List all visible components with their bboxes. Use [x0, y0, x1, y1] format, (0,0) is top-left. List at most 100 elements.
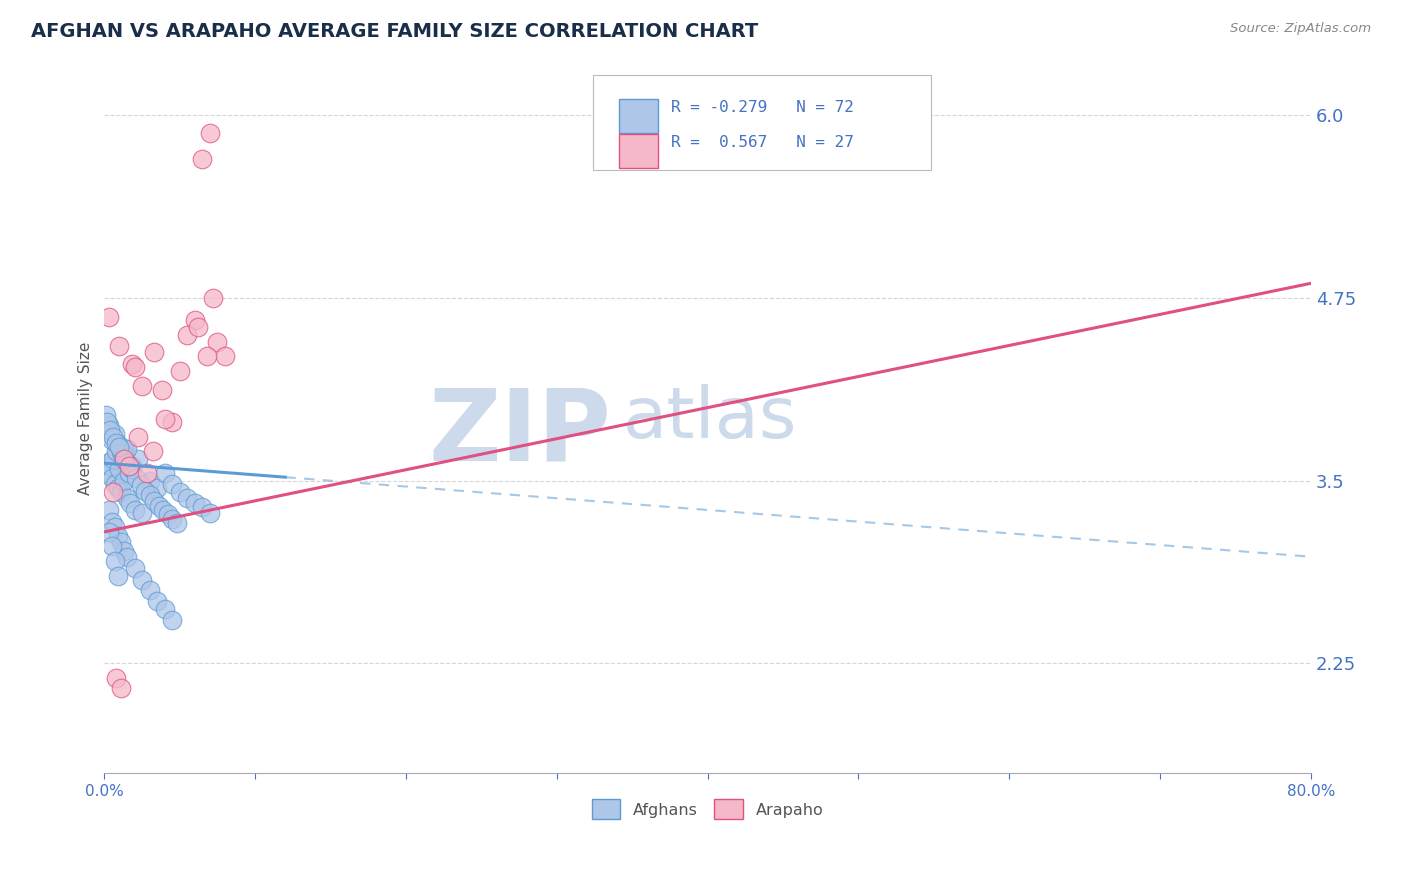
Point	[97, 524, 120, 539]
Point	[108, 339, 131, 353]
Point	[118, 495, 141, 509]
Point	[108, 462, 131, 476]
Point	[111, 447, 134, 461]
Point	[97, 467, 120, 481]
Point	[117, 459, 139, 474]
Point	[115, 442, 138, 456]
Point	[110, 681, 132, 696]
Point	[176, 491, 198, 506]
Point	[129, 478, 152, 492]
Point	[101, 433, 124, 447]
Point	[127, 451, 149, 466]
Point	[115, 491, 138, 506]
Point	[100, 459, 122, 474]
Point	[105, 444, 128, 458]
FancyBboxPatch shape	[593, 75, 931, 170]
Point	[121, 357, 143, 371]
Point	[105, 435, 128, 450]
FancyBboxPatch shape	[620, 135, 658, 169]
Point	[162, 512, 184, 526]
Point	[101, 471, 124, 485]
Point	[148, 499, 170, 513]
Point	[96, 415, 118, 429]
Point	[114, 442, 136, 456]
Point	[153, 602, 176, 616]
Point	[184, 313, 207, 327]
Point	[127, 430, 149, 444]
Point	[146, 481, 169, 495]
Text: R =  0.567   N = 27: R = 0.567 N = 27	[672, 136, 855, 150]
Point	[104, 426, 127, 441]
Point	[103, 451, 125, 466]
Point	[94, 463, 117, 477]
Point	[207, 334, 229, 349]
Point	[146, 593, 169, 607]
Point	[117, 467, 139, 481]
Point	[101, 540, 124, 554]
Point	[169, 364, 191, 378]
Point	[138, 488, 160, 502]
Point	[124, 359, 146, 374]
Point	[138, 583, 160, 598]
Point	[198, 126, 221, 140]
Point	[103, 485, 125, 500]
Point	[101, 515, 124, 529]
Point	[169, 485, 191, 500]
Point	[143, 494, 166, 508]
Point	[110, 535, 132, 549]
Point	[97, 310, 120, 324]
Point	[94, 408, 117, 422]
Point	[166, 516, 188, 530]
Point	[103, 430, 125, 444]
Point	[162, 415, 184, 429]
Point	[124, 561, 146, 575]
Point	[112, 447, 135, 461]
Text: Source: ZipAtlas.com: Source: ZipAtlas.com	[1230, 22, 1371, 36]
Point	[143, 345, 166, 359]
FancyBboxPatch shape	[620, 99, 658, 133]
Point	[162, 613, 184, 627]
Point	[131, 573, 153, 587]
Point	[198, 506, 221, 520]
Point	[107, 568, 129, 582]
Point	[112, 451, 135, 466]
Point	[152, 503, 174, 517]
Point	[110, 444, 132, 458]
Point	[156, 508, 179, 522]
Text: ZIP: ZIP	[429, 384, 612, 482]
Point	[121, 462, 143, 476]
Point	[191, 152, 214, 166]
Point	[105, 671, 128, 685]
Point	[184, 495, 207, 509]
Point	[142, 444, 165, 458]
Point	[108, 440, 131, 454]
Point	[176, 327, 198, 342]
Point	[97, 418, 120, 433]
Point	[131, 506, 153, 520]
Y-axis label: Average Family Size: Average Family Size	[79, 342, 93, 495]
Point	[121, 459, 143, 474]
Point	[214, 350, 236, 364]
Point	[153, 467, 176, 481]
Text: R = -0.279   N = 72: R = -0.279 N = 72	[672, 100, 855, 115]
Point	[107, 437, 129, 451]
Point	[96, 456, 118, 470]
Point	[104, 520, 127, 534]
Point	[138, 474, 160, 488]
Point	[107, 529, 129, 543]
Point	[191, 500, 214, 514]
Point	[112, 474, 135, 488]
Point	[115, 549, 138, 564]
Point	[100, 423, 122, 437]
Text: AFGHAN VS ARAPAHO AVERAGE FAMILY SIZE CORRELATION CHART: AFGHAN VS ARAPAHO AVERAGE FAMILY SIZE CO…	[31, 22, 758, 41]
Point	[97, 503, 120, 517]
Point	[135, 467, 157, 481]
Point	[153, 412, 176, 426]
Text: atlas: atlas	[623, 384, 797, 453]
Point	[150, 383, 173, 397]
Point	[104, 476, 127, 491]
Point	[115, 456, 138, 470]
Point	[131, 378, 153, 392]
Point	[112, 544, 135, 558]
Point	[110, 485, 132, 500]
